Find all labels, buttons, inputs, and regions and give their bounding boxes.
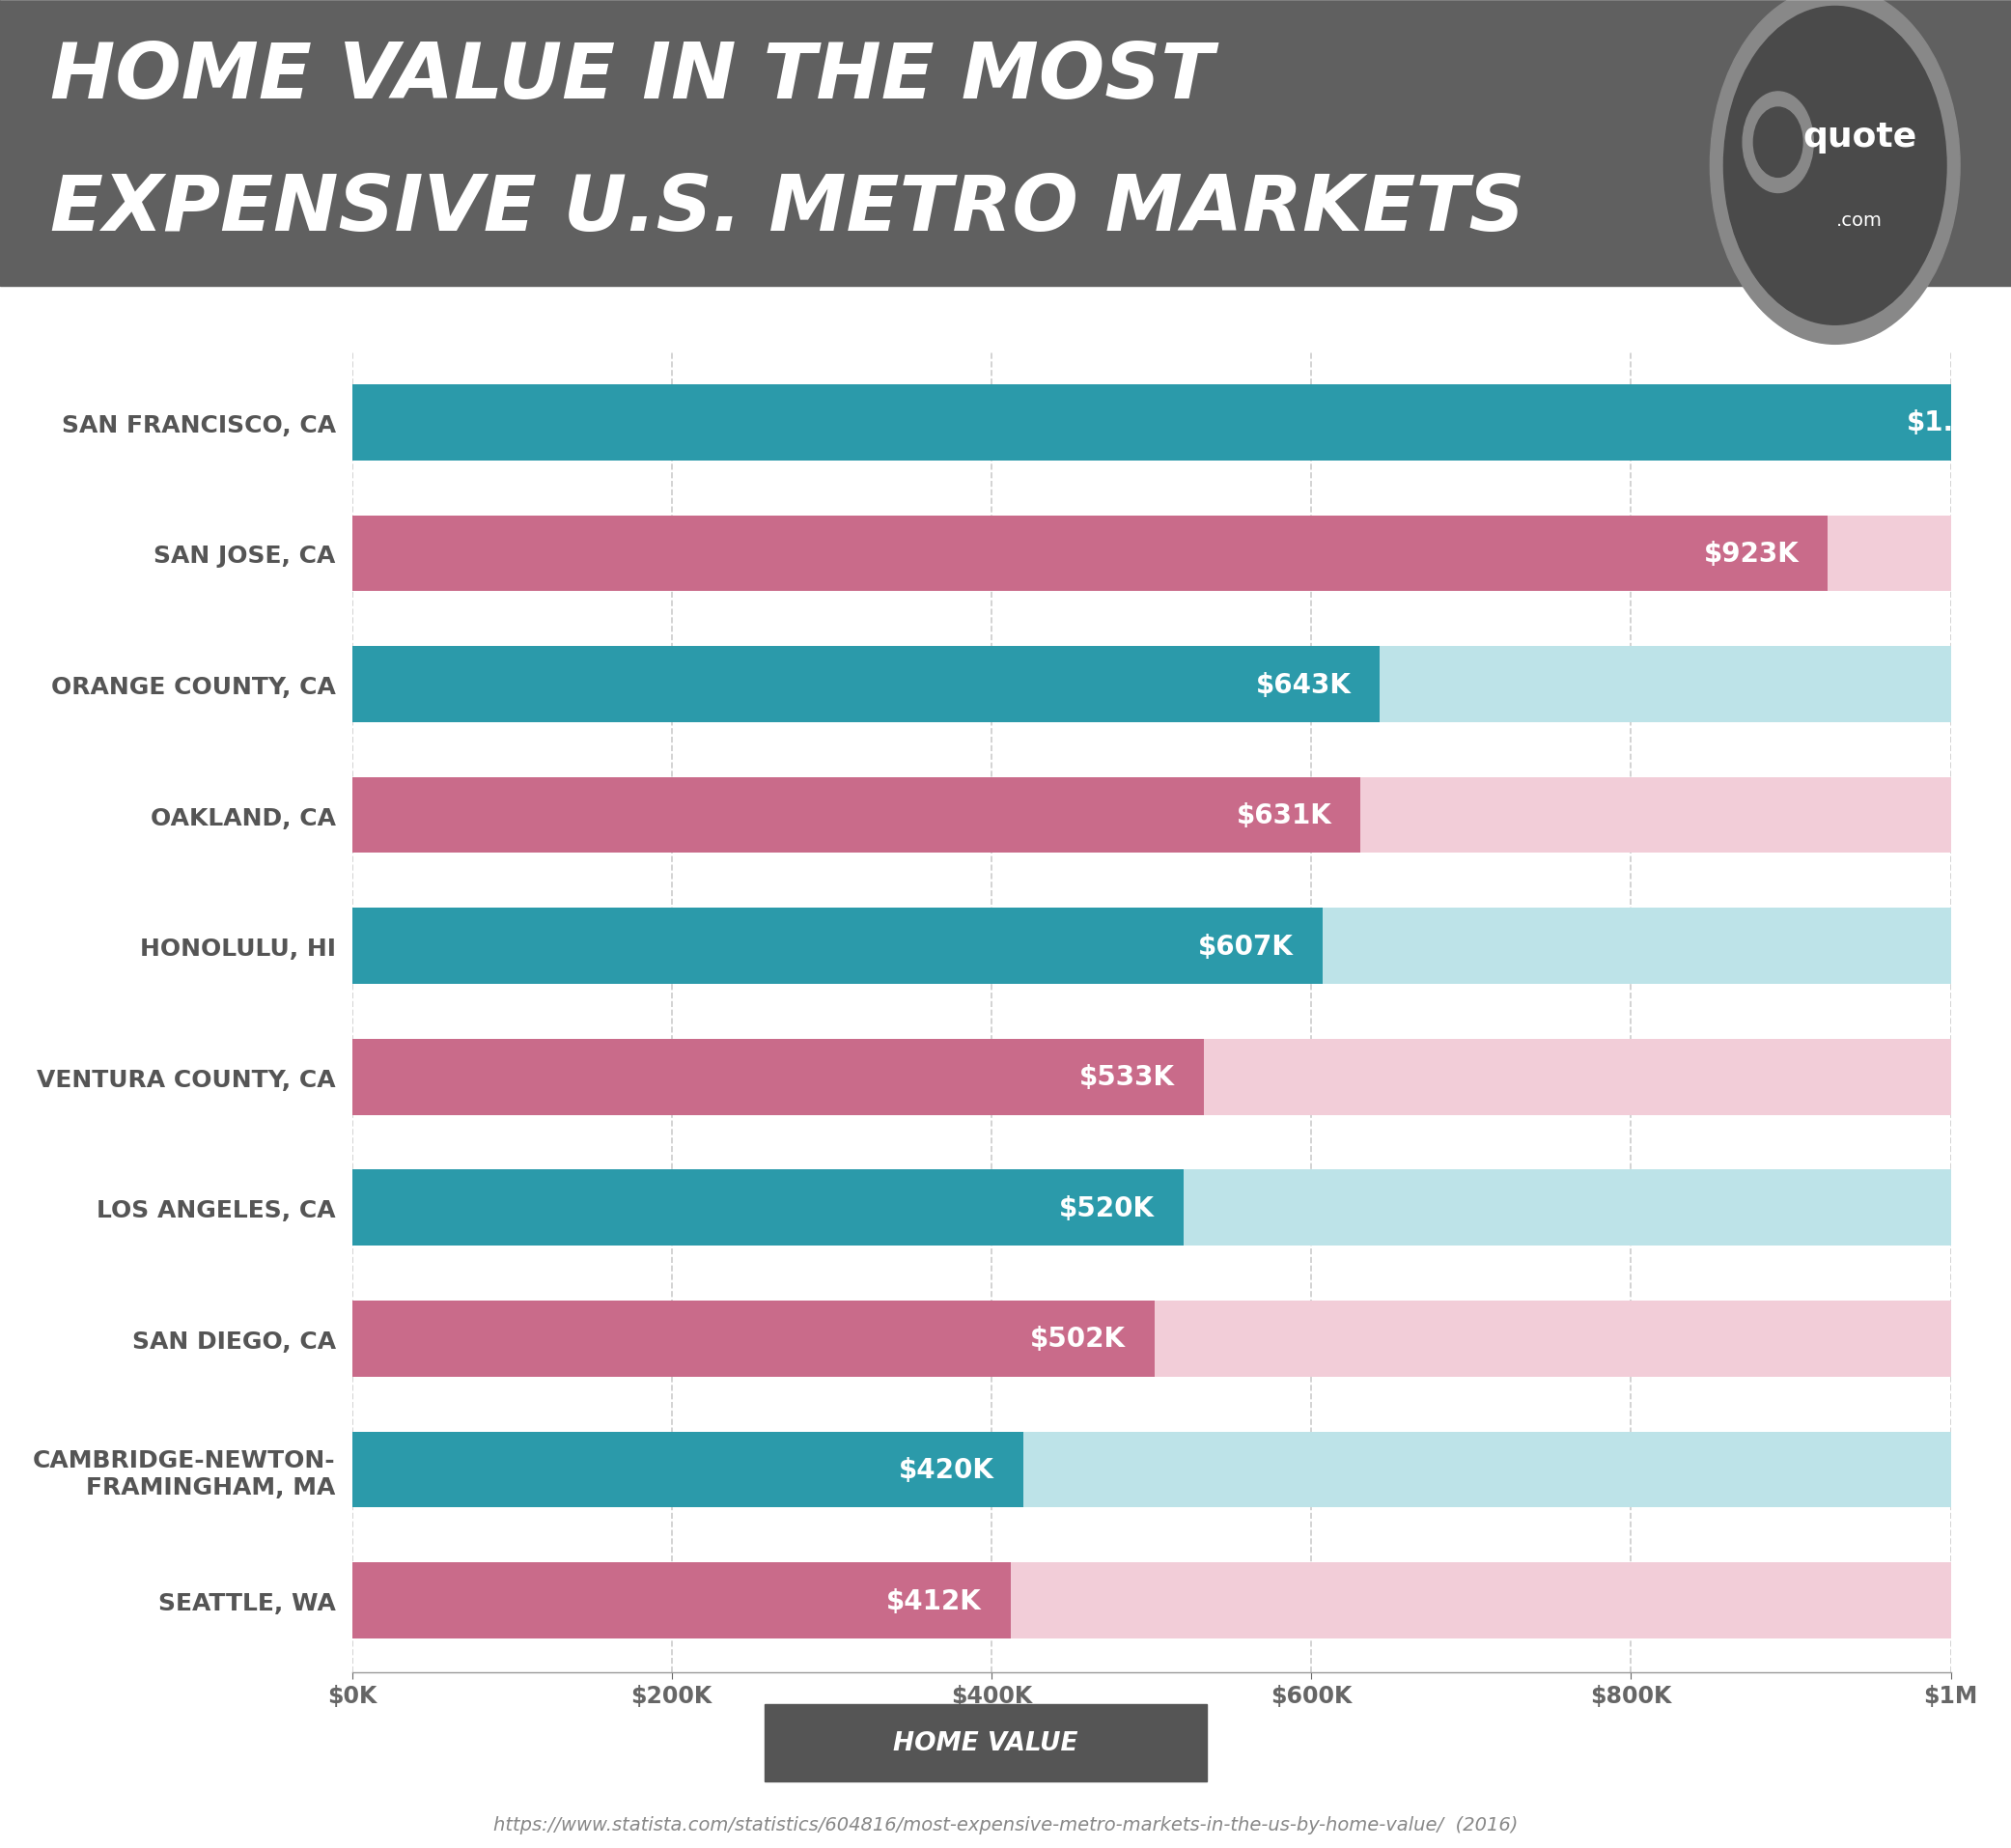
Text: HOME VALUE: HOME VALUE — [893, 1730, 1078, 1756]
Bar — [352, 1039, 1205, 1114]
Bar — [352, 778, 1951, 854]
Text: $420K: $420K — [899, 1456, 995, 1484]
Bar — [352, 1563, 1012, 1639]
Bar — [352, 778, 1361, 854]
Text: EXPENSIVE U.S. METRO MARKETS: EXPENSIVE U.S. METRO MARKETS — [50, 172, 1524, 248]
Circle shape — [1723, 7, 1947, 325]
Text: $643K: $643K — [1255, 671, 1351, 699]
Circle shape — [1744, 92, 1814, 194]
Text: $520K: $520K — [1060, 1194, 1154, 1222]
Bar — [352, 647, 1380, 723]
Circle shape — [1754, 107, 1802, 177]
Text: $631K: $631K — [1237, 802, 1331, 830]
Bar — [352, 1563, 1951, 1639]
Text: $412K: $412K — [887, 1587, 981, 1613]
Bar — [352, 1301, 1154, 1377]
Text: HOME VALUE IN THE MOST: HOME VALUE IN THE MOST — [50, 39, 1215, 115]
Text: $533K: $533K — [1080, 1064, 1174, 1090]
Text: https://www.statista.com/statistics/604816/most-expensive-metro-markets-in-the-u: https://www.statista.com/statistics/6048… — [493, 1815, 1518, 1833]
Text: $923K: $923K — [1703, 540, 1798, 567]
Text: $1.06M: $1.06M — [1906, 410, 2011, 436]
Bar — [352, 1301, 1951, 1377]
Bar — [352, 647, 1951, 723]
Text: quote: quote — [1802, 120, 1916, 153]
Circle shape — [1709, 0, 1961, 346]
Bar — [352, 909, 1323, 985]
Bar — [352, 1432, 1024, 1508]
Bar — [352, 1432, 1951, 1508]
Text: $502K: $502K — [1030, 1325, 1126, 1353]
Bar — [352, 516, 1951, 591]
Text: $607K: $607K — [1199, 933, 1293, 959]
Bar — [352, 384, 1951, 460]
Bar — [352, 1170, 1182, 1246]
Bar — [352, 516, 1828, 591]
Bar — [352, 384, 2011, 460]
Text: .com: .com — [1836, 211, 1882, 229]
Bar — [352, 909, 1951, 985]
Bar — [352, 1170, 1951, 1246]
Bar — [352, 1039, 1951, 1114]
